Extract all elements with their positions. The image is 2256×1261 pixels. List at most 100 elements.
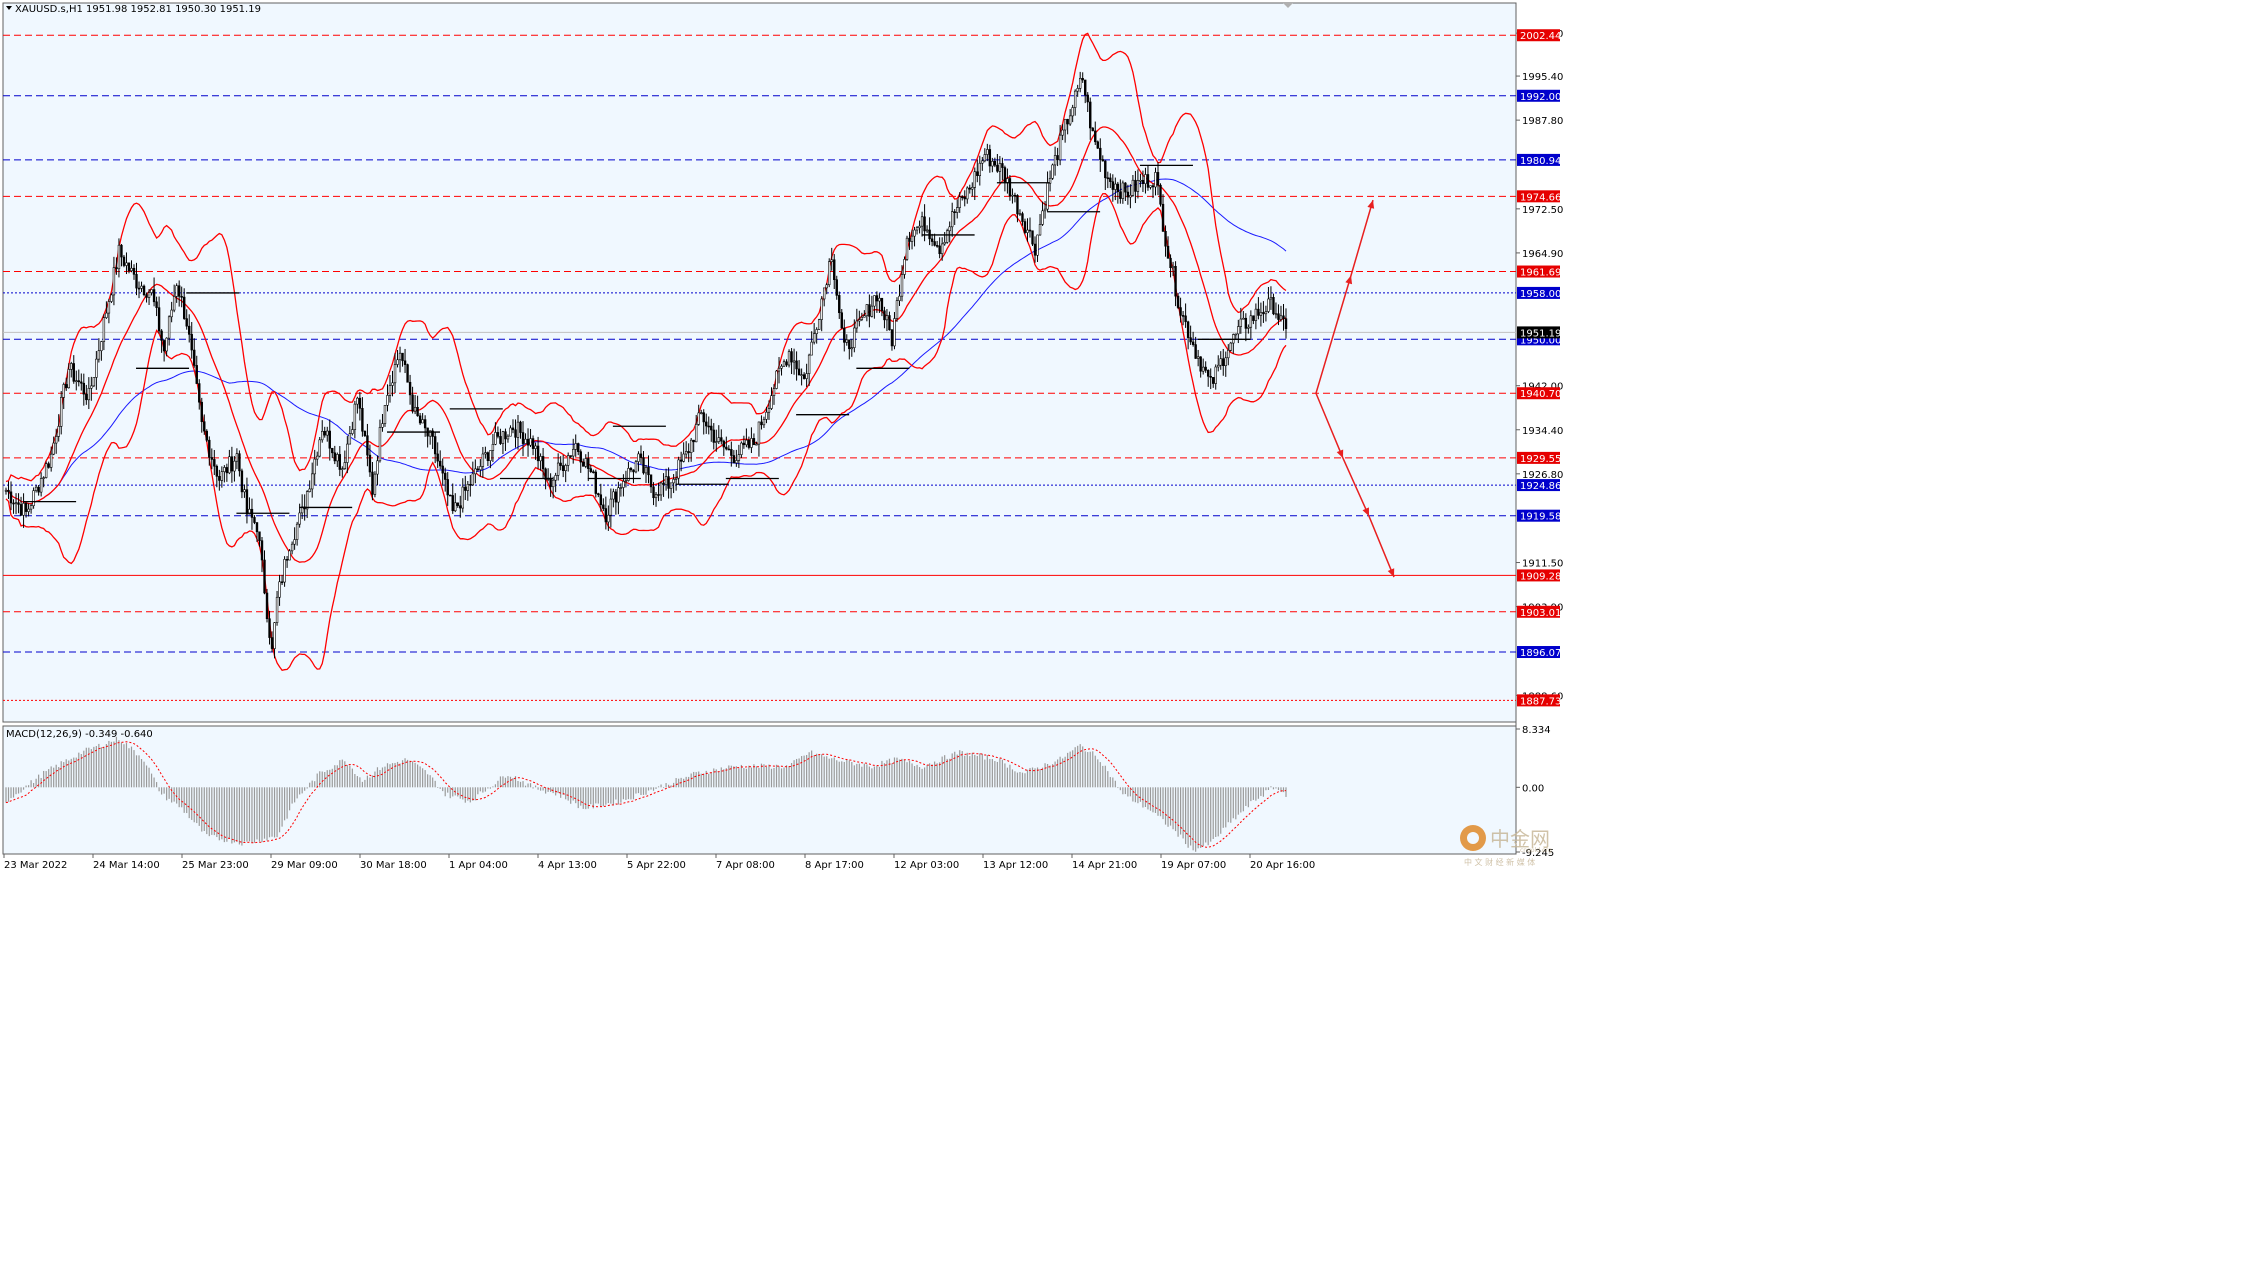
candle-body <box>722 440 726 448</box>
candle-body <box>735 460 738 464</box>
symbol-menu-triangle-icon[interactable] <box>6 6 12 10</box>
candle-body <box>762 419 766 426</box>
candle-body <box>42 477 45 479</box>
candle-body <box>341 468 344 470</box>
candle-body <box>1041 210 1044 225</box>
candle-body <box>905 237 909 260</box>
candle-body <box>180 296 183 298</box>
candle-body <box>807 354 811 374</box>
candle-body <box>1277 313 1280 320</box>
level-tag-bg <box>1517 605 1560 618</box>
candle-body <box>551 479 555 488</box>
candle-body <box>659 482 663 496</box>
candle-body <box>1036 234 1039 256</box>
candle-body <box>765 411 768 420</box>
candle-body <box>697 412 700 425</box>
candle-body <box>622 481 625 488</box>
candle-body <box>669 482 673 489</box>
candle-body <box>310 473 314 490</box>
candle-body <box>1016 195 1019 215</box>
candle-body <box>812 333 816 343</box>
candle-body <box>308 488 311 492</box>
candle-body <box>1264 311 1268 315</box>
level-tag-bg <box>1517 646 1560 659</box>
level-tag-label: 1909.28 <box>1520 571 1561 582</box>
candle-body <box>1191 341 1195 345</box>
candle-body <box>393 364 397 384</box>
candle-body <box>177 285 181 297</box>
price-tick-label: 1942.00 <box>1522 382 1563 393</box>
candle-body <box>167 316 171 339</box>
candle-body <box>1071 107 1074 117</box>
candle-body <box>1008 178 1012 197</box>
candle-body <box>75 380 78 382</box>
candle-body <box>1249 315 1253 328</box>
candle-body <box>1181 315 1185 317</box>
candle-body <box>787 351 791 366</box>
candle-body <box>107 301 111 314</box>
candle-body <box>674 477 678 480</box>
candle-body <box>592 471 595 473</box>
candle-body <box>491 443 495 451</box>
candle-body <box>1023 221 1027 233</box>
candle-body <box>162 340 166 352</box>
candle-body <box>373 473 377 495</box>
candle-body <box>983 154 987 162</box>
watermark: 中金网 中 文 财 经 新 媒 体 cngold.org <box>1460 825 1552 867</box>
candle-body <box>1111 181 1115 190</box>
price-tick-label: 1911.50 <box>1522 559 1563 570</box>
price-tick-label: 1934.40 <box>1522 426 1563 437</box>
candle-body <box>172 296 176 311</box>
candle-body <box>968 187 971 190</box>
candle-body <box>629 468 633 471</box>
candle-body <box>848 339 851 350</box>
shift-marker-icon[interactable] <box>1283 3 1293 8</box>
candle-body <box>1201 366 1205 372</box>
candle-body <box>870 305 874 317</box>
candle-body <box>353 403 357 430</box>
candle-body <box>1119 191 1122 199</box>
candle-body <box>92 377 96 387</box>
candle-body <box>57 426 60 437</box>
candle-body <box>863 315 866 318</box>
price-candles <box>4 71 1288 659</box>
candle-body <box>240 470 244 493</box>
candle-body <box>316 455 319 460</box>
price-pane[interactable] <box>2 2 1517 723</box>
candle-body <box>70 363 73 370</box>
candle-body <box>27 508 30 512</box>
candle-body <box>62 384 65 398</box>
candle-body <box>348 433 352 445</box>
candle-body <box>549 477 552 488</box>
candle-body <box>780 365 783 369</box>
candle-body <box>97 350 101 360</box>
candle-body <box>918 225 921 229</box>
candle-body <box>1028 229 1032 232</box>
candle-body <box>275 596 279 623</box>
candle-body <box>351 429 354 434</box>
candle-body <box>742 442 746 446</box>
candle-body <box>1086 94 1089 103</box>
candle-body <box>150 289 153 293</box>
candle-body <box>1003 167 1007 183</box>
candle-body <box>130 267 133 272</box>
level-tag-label: 1924.86 <box>1520 481 1561 492</box>
level-tag-bg <box>1517 286 1560 299</box>
candle-body <box>398 352 402 361</box>
candle-body <box>845 339 848 343</box>
candle-body <box>456 502 459 506</box>
candle-body <box>137 287 141 290</box>
candle-body <box>1176 295 1180 308</box>
candle-body <box>717 437 720 442</box>
candle-body <box>1217 364 1220 368</box>
candle-body <box>436 453 439 462</box>
candle-body <box>418 415 422 424</box>
candle-body <box>614 491 618 503</box>
horizontal-levels <box>3 34 1516 701</box>
level-tag-bg <box>1517 265 1560 278</box>
candle-body <box>406 364 409 383</box>
candle-body <box>815 329 818 334</box>
candle-body <box>333 452 336 462</box>
candle-body <box>12 502 15 505</box>
